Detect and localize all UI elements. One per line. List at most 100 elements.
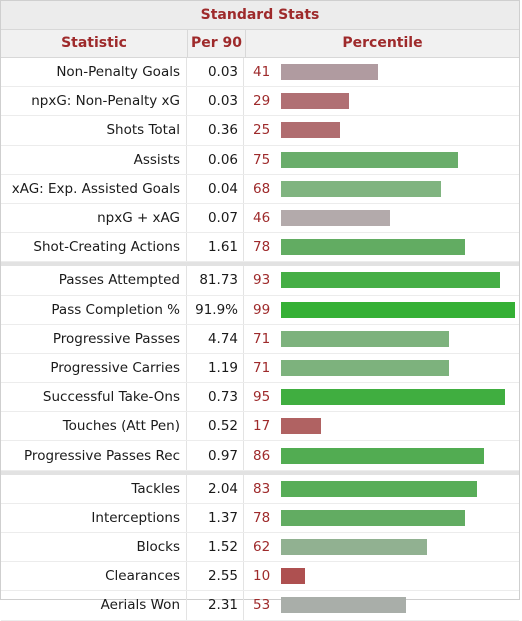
percentile-value: 71 [253, 330, 271, 347]
percentile-bar-cell [281, 562, 519, 590]
table-row: Clearances 2.55 10 [1, 562, 519, 592]
stat-label: Blocks [1, 533, 187, 562]
percentile-value: 95 [253, 389, 271, 406]
table-body: Non-Penalty Goals 0.03 41 npxG: Non-Penalty… [1, 58, 519, 621]
per90-value: 2.31 [187, 591, 244, 620]
percentile-bar-cell [281, 296, 519, 324]
table-row: Shot-Creating Actions 1.61 78 [1, 233, 519, 263]
percentile-bar [281, 539, 427, 556]
per90-value: 0.52 [187, 412, 244, 441]
percentile-value: 29 [253, 93, 271, 110]
stat-label: Progressive Passes [1, 324, 187, 353]
percentile-bar [281, 64, 378, 81]
stat-label: xAG: Exp. Assisted Goals [1, 174, 187, 203]
table-row: npxG: Non-Penalty xG 0.03 29 [1, 87, 519, 117]
percentile-value: 46 [253, 210, 271, 227]
table-title: Standard Stats [1, 1, 519, 30]
percentile-bar [281, 480, 477, 497]
percentile-value: 86 [253, 447, 271, 464]
stat-label: Pass Completion % [1, 295, 187, 324]
percentile-bar-cell [281, 354, 519, 382]
percentile-bar-cell [281, 412, 519, 440]
stat-label: Touches (Att Pen) [1, 412, 187, 441]
per90-value: 1.61 [187, 233, 244, 262]
per90-value: 0.36 [187, 116, 244, 145]
percentile-bar-cell [281, 441, 519, 469]
percentile-value: 99 [253, 301, 271, 318]
table-row: Interceptions 1.37 78 [1, 503, 519, 533]
percentile-bar-cell [281, 58, 519, 86]
percentile-bar-cell [281, 204, 519, 232]
table-row: Tackles 2.04 83 [1, 474, 519, 504]
table-row: Touches (Att Pen) 0.52 17 [1, 412, 519, 442]
per90-value: 0.73 [187, 383, 244, 412]
percentile-bar [281, 418, 321, 435]
percentile-bar [281, 389, 505, 406]
stat-label: Shots Total [1, 116, 187, 145]
table-row: Assists 0.06 75 [1, 145, 519, 175]
per90-value: 1.37 [187, 503, 244, 532]
percentile-value: 68 [253, 180, 271, 197]
per90-value: 0.97 [187, 441, 244, 470]
per90-value: 2.55 [187, 562, 244, 591]
table-row: Progressive Passes 4.74 71 [1, 324, 519, 354]
percentile-bar [281, 272, 500, 289]
percentile-value: 75 [253, 151, 271, 168]
percentile-bar [281, 151, 458, 168]
table-row: Non-Penalty Goals 0.03 41 [1, 58, 519, 88]
percentile-value: 78 [253, 239, 271, 256]
percentile-bar-cell [281, 325, 519, 353]
percentile-bar-cell [281, 591, 519, 619]
table-header: Statistic Per 90 Percentile [1, 30, 519, 58]
percentile-bar-cell [281, 87, 519, 115]
percentile-bar [281, 122, 340, 139]
percentile-bar [281, 568, 305, 585]
stat-label: Tackles [1, 474, 187, 503]
percentile-value: 93 [253, 272, 271, 289]
header-percentile[interactable]: Percentile [342, 35, 423, 51]
percentile-bar-cell [281, 504, 519, 532]
per90-value: 0.06 [187, 145, 244, 174]
per90-value: 91.9% [187, 295, 244, 324]
table-row: Shots Total 0.36 25 [1, 116, 519, 146]
stat-label: Clearances [1, 562, 187, 591]
percentile-value: 17 [253, 418, 271, 435]
table-row: xAG: Exp. Assisted Goals 0.04 68 [1, 174, 519, 204]
percentile-value: 25 [253, 122, 271, 139]
percentile-value: 10 [253, 568, 271, 585]
table-row: npxG + xAG 0.07 46 [1, 203, 519, 234]
percentile-bar [281, 509, 465, 526]
table-row: Passes Attempted 81.73 93 [1, 266, 519, 296]
percentile-bar-cell [281, 146, 519, 174]
per90-value: 0.07 [187, 203, 244, 233]
percentile-bar-cell [281, 266, 519, 294]
per90-value: 1.19 [187, 353, 244, 383]
percentile-bar-cell [281, 233, 519, 261]
percentile-bar [281, 180, 441, 197]
stat-label: Interceptions [1, 503, 187, 532]
percentile-value: 71 [253, 359, 271, 376]
header-statistic[interactable]: Statistic [1, 30, 188, 57]
percentile-bar [281, 447, 484, 464]
percentile-bar [281, 93, 349, 110]
percentile-bar-cell [281, 475, 519, 503]
stat-label: Progressive Passes Rec [1, 441, 187, 470]
stat-label: Aerials Won [1, 591, 187, 620]
percentile-bar [281, 597, 406, 614]
percentile-bar-cell [281, 383, 519, 411]
percentile-bar [281, 359, 449, 376]
group-separator [1, 470, 519, 475]
table-row: Blocks 1.52 62 [1, 533, 519, 563]
percentile-bar-cell [281, 116, 519, 144]
stat-label: Successful Take-Ons [1, 383, 187, 412]
per90-value: 0.03 [187, 58, 244, 87]
percentile-value: 41 [253, 64, 271, 81]
header-per90[interactable]: Per 90 [188, 30, 246, 57]
per90-value: 0.03 [187, 87, 244, 116]
per90-value: 0.04 [187, 174, 244, 203]
per90-value: 2.04 [187, 474, 244, 503]
percentile-bar [281, 301, 515, 318]
group-separator [1, 262, 519, 267]
table-row: Aerials Won 2.31 53 [1, 591, 519, 621]
